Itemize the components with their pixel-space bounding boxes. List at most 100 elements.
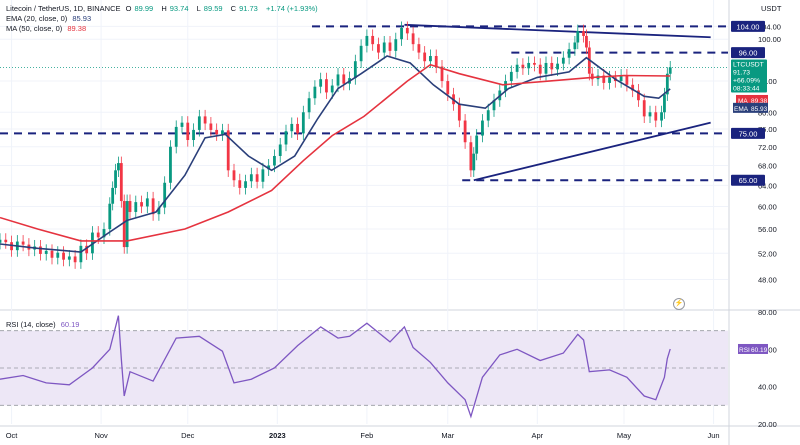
ema-legend-title: EMA (20, close, 0) [6,14,68,23]
candle [174,126,178,147]
trendlines [404,23,711,182]
ma-value-tag [750,94,768,105]
candle [561,57,565,64]
candle [411,33,415,45]
candle [631,84,635,91]
candle [102,229,106,238]
candle [319,79,323,87]
time-tick-label: 2023 [269,431,286,440]
candle [313,86,317,99]
candle [576,31,580,43]
rsi-tick-label: 20.00 [758,420,777,429]
candle [56,252,60,258]
time-tick-label: Apr [531,431,543,440]
candle [602,75,606,83]
candle [527,62,531,69]
ema-tag-value: 85.93 [751,106,768,113]
candle [39,246,42,254]
time-tick-label: Feb [360,431,373,440]
candle [4,239,8,243]
price-labels: 104.00 96.00 75.00 65.00 LTCUSDT91.73+66.09%… [0,20,768,354]
time-tick-label: Nov [94,431,108,440]
rsi-legend[interactable]: RSI (14, close) 60.19 [6,320,82,330]
candle [325,79,328,93]
candle [330,85,334,93]
candle [249,174,253,182]
price-tick-label: 64.00 [758,181,777,190]
symbol-legend: Litecoin / TetherUS, 1D, BINANCE O 89.99 … [6,4,321,14]
low-value: 89.59 [203,4,223,13]
candle [544,62,548,74]
time-tick-label: Dec [181,431,195,440]
candle [278,144,282,156]
price-tick-label: 68.00 [758,161,777,170]
ma-tag-value: 89.38 [751,98,768,105]
symbol-title: Litecoin / TetherUS, 1D, BINANCE [6,4,121,13]
lightning-icon[interactable]: ⚡ [673,298,685,310]
candle [521,64,525,69]
moving-averages [0,55,671,253]
level-label: 104.00 [737,22,760,31]
last-price-text: LTCUSDT [733,61,764,68]
candle [91,232,94,254]
candle [192,129,195,141]
candle [668,67,672,74]
level-tag [731,20,765,32]
price-tick-label: 48.00 [758,276,777,285]
candle [538,64,542,74]
ema-legend[interactable]: EMA (20, close, 0) 85.93 [6,14,94,24]
candle [654,112,658,121]
level-label: 65.00 [739,176,758,185]
rsi-panel [0,315,728,419]
close-value: 91.73 [239,4,258,13]
rsi-line [0,315,671,419]
candle [50,250,54,258]
level-tag [731,127,765,139]
ma-legend[interactable]: MA (50, close, 0) 89.38 [6,24,89,34]
candle [290,123,294,132]
ma-legend-title: MA (50, close, 0) [6,24,63,33]
trendline-resistance [404,23,711,39]
last-price-text: 08:33:44 [733,85,760,92]
candle [377,44,380,53]
price-change: +1.74 (+1.93%) [265,4,318,13]
candle [481,120,484,136]
time-tick-label: Oct [6,431,19,440]
ema-line [0,55,671,253]
time-tick-label: Mar [441,431,454,440]
candle [261,169,265,182]
candle [405,27,409,34]
candle [550,62,554,70]
price-tick-label: 72.00 [758,143,777,152]
level-tag [731,174,765,186]
level-label: 96.00 [739,49,758,58]
candle [296,123,299,134]
rsi-legend-value: 60.19 [60,320,80,329]
ema-value-tag [750,102,768,113]
candle [203,116,207,124]
close-label: C [230,4,237,13]
candle [79,245,83,263]
level-tag [731,47,765,59]
candle [44,250,48,254]
candle [307,98,311,113]
ma-legend-value: 89.38 [67,24,87,33]
candle [463,120,467,143]
candle [388,42,392,51]
candle [336,74,340,86]
candle [226,130,230,171]
rsi-value-tag [750,343,768,354]
time-tick-label: Jun [708,431,720,440]
candle [134,202,138,212]
candle [509,71,513,82]
candle [244,181,247,188]
candle [446,81,450,95]
rsi-legend-title: RSI (14, close) [6,320,56,329]
candle [665,73,669,95]
last-price-text: 91.73 [733,69,750,76]
price-tick-label: 100.00 [758,35,781,44]
candle [267,165,271,170]
ma-tag [736,94,750,105]
candle [515,64,519,72]
